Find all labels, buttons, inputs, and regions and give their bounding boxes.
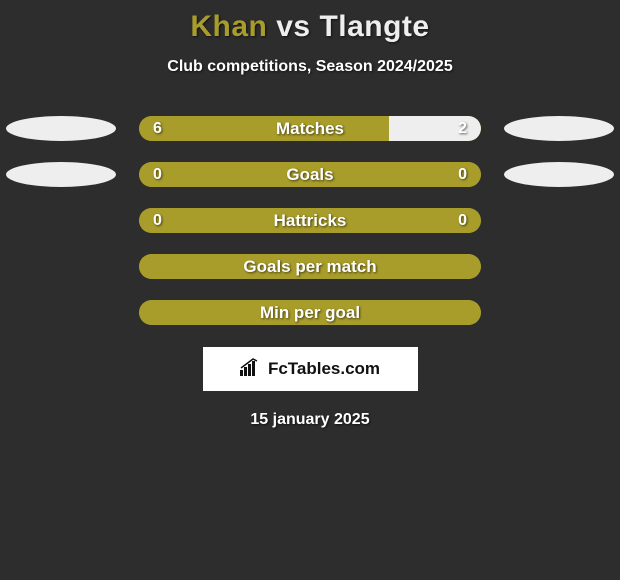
stat-row-goals_per_match: Goals per match xyxy=(0,254,620,279)
stat-label: Goals xyxy=(286,165,333,185)
stat-value-right: 2 xyxy=(458,120,467,138)
brand-label: FcTables.com xyxy=(268,359,380,379)
stat-value-right: 0 xyxy=(458,166,467,184)
player1-oval xyxy=(6,116,116,141)
stat-bar: Min per goal xyxy=(139,300,481,325)
bar-fill-left xyxy=(139,162,310,187)
brand-box: FcTables.com xyxy=(203,347,418,391)
stat-value-left: 0 xyxy=(153,166,162,184)
stat-row-min_per_goal: Min per goal xyxy=(0,300,620,325)
bar-fill-right xyxy=(389,116,481,141)
page-title: Khan vs Tlangte xyxy=(190,10,429,44)
player2-oval xyxy=(504,116,614,141)
stat-label: Goals per match xyxy=(243,257,376,277)
vs-label: vs xyxy=(276,10,310,43)
stat-row-matches: 6 2 Matches xyxy=(0,116,620,141)
player2-oval xyxy=(504,162,614,187)
stats-block: 6 2 Matches 0 0 Goals 0 0 Hattricks Goals per mat… xyxy=(0,116,620,325)
bar-fill-right xyxy=(310,162,481,187)
stat-bar: Goals per match xyxy=(139,254,481,279)
bar-fill-left xyxy=(139,116,389,141)
stat-value-left: 6 xyxy=(153,120,162,138)
stat-row-goals: 0 0 Goals xyxy=(0,162,620,187)
player1-oval xyxy=(6,162,116,187)
subtitle: Club competitions, Season 2024/2025 xyxy=(167,58,452,76)
comparison-infographic: Khan vs Tlangte Club competitions, Seaso… xyxy=(0,0,620,429)
stat-label: Matches xyxy=(276,119,344,139)
stat-bar: 0 0 Hattricks xyxy=(139,208,481,233)
stat-bar: 0 0 Goals xyxy=(139,162,481,187)
player1-name: Khan xyxy=(190,10,267,43)
date-label: 15 january 2025 xyxy=(250,411,369,429)
bars-icon xyxy=(240,358,262,381)
stat-label: Hattricks xyxy=(274,211,347,231)
stat-value-right: 0 xyxy=(458,212,467,230)
player2-name: Tlangte xyxy=(319,10,429,43)
stat-bar: 6 2 Matches xyxy=(139,116,481,141)
stat-row-hattricks: 0 0 Hattricks xyxy=(0,208,620,233)
stat-value-left: 0 xyxy=(153,212,162,230)
stat-label: Min per goal xyxy=(260,303,360,323)
